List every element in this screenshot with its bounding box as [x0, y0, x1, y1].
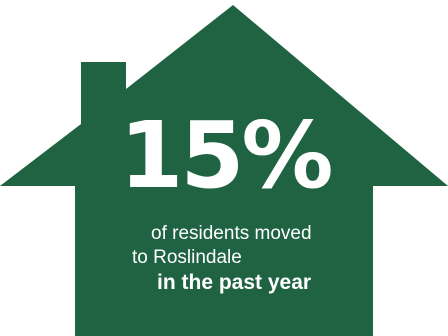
caption-line-2: to Roslindale — [132, 247, 242, 268]
house-shape — [0, 5, 448, 336]
caption-line-3: in the past year — [157, 271, 312, 294]
stat-value: 15% — [119, 102, 333, 209]
caption-line-1: of residents moved — [151, 223, 312, 244]
